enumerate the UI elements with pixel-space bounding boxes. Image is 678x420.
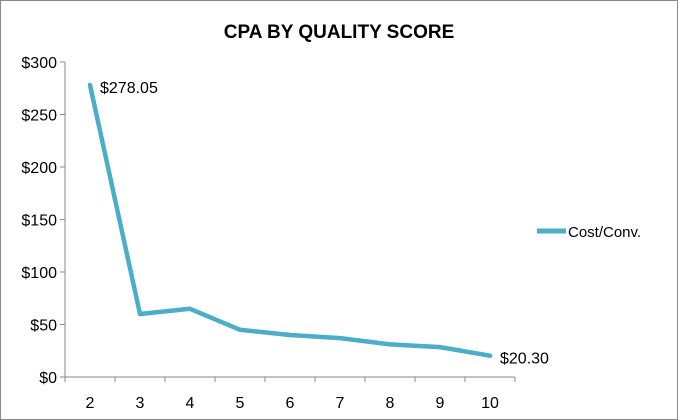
chart-axes xyxy=(64,62,515,378)
data-point xyxy=(287,332,293,338)
data-point xyxy=(137,311,143,317)
data-point xyxy=(337,335,343,341)
data-point xyxy=(437,344,443,350)
data-labels: $278.05 $20.30 xyxy=(100,80,549,368)
y-tick-label: $150 xyxy=(21,213,57,230)
x-tick-label: 2 xyxy=(86,395,95,412)
x-tick-label: 4 xyxy=(186,395,195,412)
y-axis-ticks: $0 $50 $100 $150 $200 $250 $300 xyxy=(21,55,65,387)
legend-label: Cost/Conv. xyxy=(568,224,641,241)
y-tick-label: $0 xyxy=(39,370,57,387)
data-point xyxy=(187,306,193,311)
x-axis-ticks: 2 3 4 5 6 7 8 9 10 xyxy=(64,377,516,412)
y-tick-label: $200 xyxy=(21,160,57,177)
series-line xyxy=(87,82,493,358)
y-tick-label: $100 xyxy=(21,265,57,282)
legend: Cost/Conv. xyxy=(537,224,641,241)
y-tick-label: $250 xyxy=(21,108,57,125)
data-label: $278.05 xyxy=(100,80,158,97)
data-point xyxy=(387,342,393,347)
y-tick-label: $300 xyxy=(21,55,57,72)
y-tick-label: $50 xyxy=(30,318,57,335)
data-point xyxy=(87,82,93,88)
data-point xyxy=(487,353,493,358)
x-tick-label: 3 xyxy=(136,395,145,412)
x-tick-label: 10 xyxy=(481,395,499,412)
data-label: $20.30 xyxy=(500,351,549,368)
x-tick-label: 9 xyxy=(436,395,445,412)
x-tick-label: 8 xyxy=(386,395,395,412)
data-point xyxy=(237,327,243,332)
x-tick-label: 6 xyxy=(286,395,295,412)
x-tick-label: 7 xyxy=(336,395,345,412)
series-layer xyxy=(87,82,493,358)
x-tick-label: 5 xyxy=(236,395,245,412)
chart-title: CPA BY QUALITY SCORE xyxy=(224,22,455,43)
